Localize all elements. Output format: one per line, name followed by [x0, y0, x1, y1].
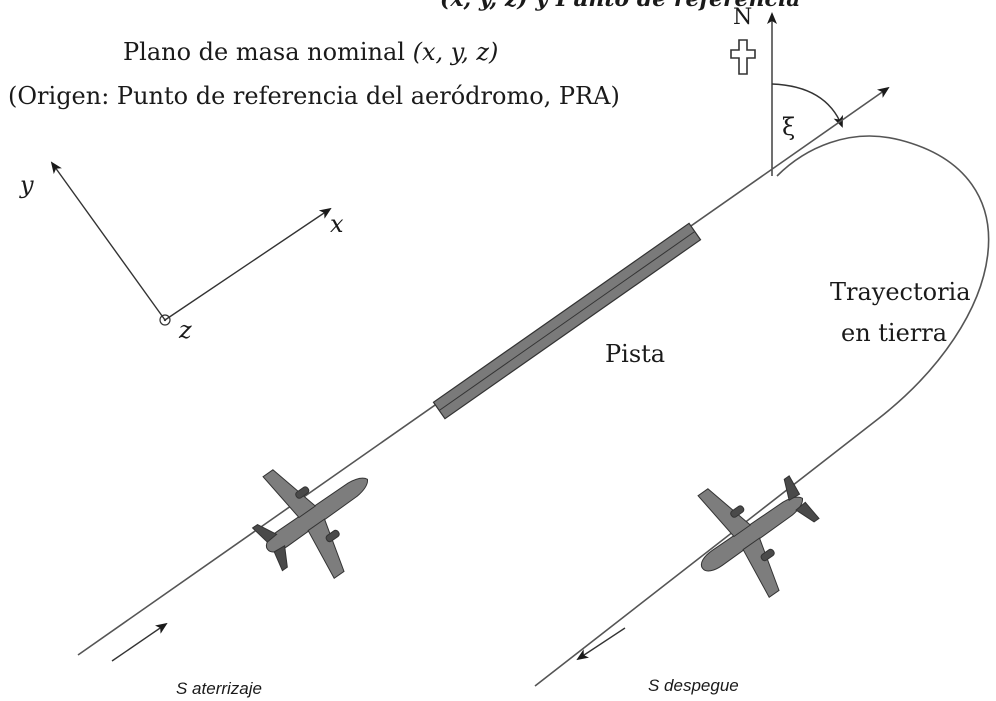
landing-label: S aterrizaje: [176, 679, 262, 698]
runway-label: Pista: [605, 340, 665, 368]
header-text: (x, y, z) y Punto de referencia: [440, 0, 801, 12]
y-axis-arrow: [50, 161, 166, 321]
x-axis-label: x: [330, 210, 344, 238]
coordinate-axes: y x z: [19, 161, 344, 344]
ground-track-label-line1: Trayectoria: [830, 278, 971, 306]
z-axis-dot-icon: [163, 318, 167, 322]
north-label: N: [733, 5, 752, 30]
heading-angle-arc: [771, 83, 843, 128]
plane-title: Plano de masa nominal (x, y, z): [123, 38, 498, 66]
takeoff-label: S despegue: [648, 676, 739, 695]
cross-compass-icon: [730, 39, 756, 75]
ground-track-label-line2: en tierra: [841, 319, 947, 347]
x-axis-arrow: [164, 207, 332, 321]
takeoff-direction-arrow: [576, 627, 626, 661]
y-axis-label: y: [19, 171, 34, 199]
z-axis-origin-icon: [159, 314, 171, 326]
z-axis-label: z: [178, 316, 192, 344]
landing-aircraft-icon: [251, 469, 368, 579]
ground-track-path: [534, 135, 990, 687]
landing-direction-arrow: [111, 622, 168, 662]
runway-centerline-mark: [438, 231, 696, 411]
takeoff-aircraft-icon: [697, 475, 820, 598]
runway: [432, 222, 702, 420]
heading-angle-label: ξ: [782, 113, 795, 141]
plane-origin-caption: (Origen: Punto de referencia del aeródro…: [8, 82, 620, 110]
north-reference: N ξ: [730, 5, 843, 176]
